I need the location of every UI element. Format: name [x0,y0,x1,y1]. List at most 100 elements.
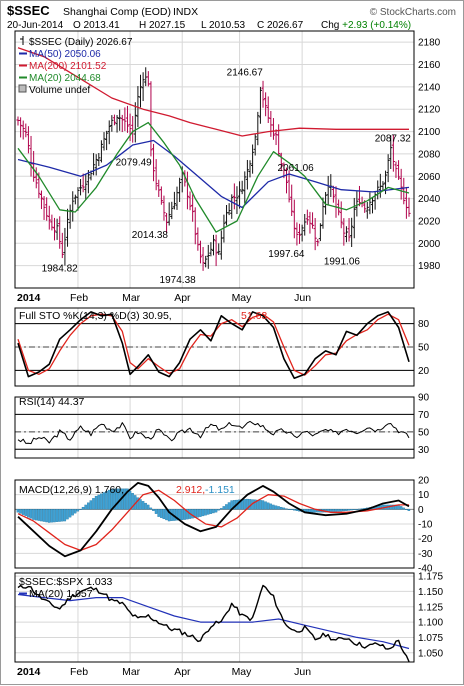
exchange-label: INDX [173,6,198,18]
macd-histogram-bar [399,506,403,510]
macd-histogram-bar [225,504,228,510]
legend-ma50: MA(50) 2050.06 [29,49,101,60]
month-label-top: Apr [174,292,191,304]
macd-histogram-bar [162,509,166,520]
macd-histogram-bar [290,509,293,510]
macd-histogram-bar [287,509,291,510]
macd-histogram-bar [141,501,145,510]
macd-histogram-bar [238,499,241,510]
panel-2-border [14,396,415,459]
panel-0-y-tick-label: 2140 [418,82,441,93]
macd-histogram-bar [152,509,155,511]
panel-0-y-tick-label: 2100 [418,127,441,138]
macd-histogram-bar [131,493,134,510]
macd-histogram-bar [81,506,85,510]
month-label-bottom: Apr [174,666,191,678]
open-value: O 2013.41 [73,20,120,31]
macd-histogram-bar [196,509,200,518]
macd-histogram-bar [149,507,153,510]
macd-histogram-bar [204,509,207,516]
panel-3-border [14,479,415,569]
macd-histogram-bar [53,509,56,523]
panel-4-y-tick-label: 1.175 [418,572,443,583]
sto-d-line [17,313,410,376]
month-label-bottom: Mar [122,666,141,678]
macd-histogram-bar [214,509,218,513]
ratio-ma-legend: MA(20) 1.057 [29,588,93,600]
rsi-line [17,420,410,445]
panel-0-y-tick-label: 2020 [418,216,441,227]
stockcharts-watermark: © StockCharts.com [370,7,456,18]
macd-histogram-bar [269,503,272,510]
ma200-line [17,47,409,137]
price-annotation: 2079.49 [116,157,153,168]
panel-3-y-tick-label: -10 [418,520,433,531]
macd-histogram-bar [87,502,90,510]
macd-histogram-bar [209,509,213,514]
macd-histogram-bar [332,509,335,512]
panel-2-y-tick-label: 70 [418,410,430,421]
month-label-bottom: 2014 [17,666,41,678]
month-label-top: Feb [70,292,88,304]
macd-histogram-bar [345,509,348,511]
change-value: Chg +2.93 (+0.14%) [321,20,411,31]
macd-histogram-bar [42,509,46,522]
macd-histogram-bar [352,509,356,510]
month-label-top: Jun [294,292,311,304]
macd-histogram-bar [21,509,25,515]
macd-histogram-bar [402,507,405,510]
macd-histogram-bar [68,509,72,518]
macd-histogram-bar [113,488,116,510]
macd-histogram-bar [186,509,189,520]
panel-4-y-tick-label: 1.100 [418,618,443,629]
price-annotation: 1974.38 [160,275,197,286]
month-label-top: 2014 [17,292,41,304]
macd-legend-histogram: -1.151 [205,484,235,496]
panel-4-border [14,572,415,663]
macd-histogram-bar [295,509,299,511]
macd-histogram-bar [40,509,43,522]
macd-histogram-bar [60,509,64,522]
macd-histogram-bar [157,509,160,517]
panel-2-y-tick-label: 30 [418,445,430,456]
panel-0-y-tick-label: 2000 [418,239,441,250]
macd-histogram-bar [123,488,127,510]
close-value: C 2026.67 [257,20,304,31]
panel-0-y-tick-label: 1980 [418,261,441,272]
macd-signal-line [17,489,409,552]
legend-volume: Volume undef [29,85,90,96]
macd-histogram-bar [311,509,314,513]
macd-histogram-bar [405,509,408,510]
macd-histogram-bar [277,506,280,510]
company-name: Shanghai Comp (EOD) [63,6,171,18]
macd-histogram-bar [100,493,103,510]
macd-histogram-bar [97,494,100,510]
macd-histogram-bar [128,490,132,510]
macd-histogram-bar [355,509,359,510]
macd-histogram-bar [47,509,51,523]
macd-histogram-bar [201,509,205,517]
ma50-line [17,139,410,209]
macd-histogram-bar [191,509,194,519]
macd-histogram-bar [34,509,38,521]
macd-histogram-bar [392,504,395,510]
panel-1-y-tick-label: 80 [418,319,430,330]
sto-legend-d-value: 51.63 [241,310,267,322]
macd-histogram-bar [308,509,312,513]
panel-4-background [15,573,414,662]
macd-histogram-bar [66,509,69,520]
macd-histogram-bar [146,504,150,510]
panel-2-y-tick-label: 90 [418,393,430,404]
macd-histogram-bar [19,509,22,514]
macd-histogram-bar [342,509,345,512]
panel-3-y-tick-label: 0 [418,505,424,516]
month-label-bottom: Jun [294,666,311,678]
macd-histogram-bar [274,505,278,510]
macd-histogram-bar [76,509,80,512]
macd-line [17,481,410,558]
price-annotation: 2061.06 [278,163,315,174]
macd-legend-signal: 2.912, [176,484,205,496]
macd-histogram-bar [206,509,210,515]
month-label-top: May [232,292,253,304]
panel-2-y-tick-label: 50 [418,427,430,438]
